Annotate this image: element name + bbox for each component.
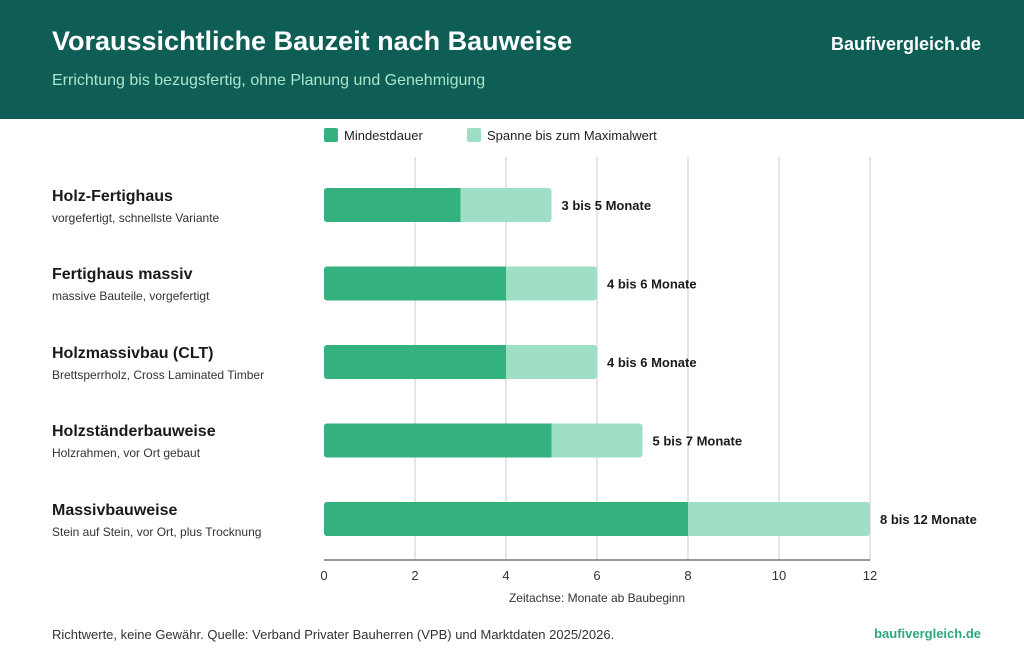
bar-min-edge [502,345,506,379]
bar-min [324,423,552,458]
category-name: Fertighaus massiv [52,266,193,283]
category-description: Stein auf Stein, vor Ort, plus Trocknung [52,525,262,539]
category-label-2: Holzmassivbau (CLT) Brettsperrholz, Cros… [52,345,264,382]
bar-min-edge [456,188,461,222]
x-tick-label: 0 [320,568,327,583]
x-tick-label: 12 [863,568,877,583]
data-label: 5 bis 7 Monate [653,434,743,449]
x-axis-title: Zeitachse: Monate ab Baubeginn [509,591,685,605]
category-label-3: Holzständerbauweise Holzrahmen, vor Ort … [52,423,216,460]
chart-subtitle: Errichtung bis bezugsfertig, ohne Planun… [52,72,486,89]
category-label-4: Massivbauweise Stein auf Stein, vor Ort,… [52,502,261,539]
bar-min-edge [502,266,506,301]
x-tick-label: 8 [684,568,691,583]
bar-min-edge [547,423,552,458]
category-name: Holzständerbauweise [52,423,216,440]
x-tick-label: 6 [593,568,600,583]
bar-min [324,345,506,379]
x-tick-label: 4 [502,568,509,583]
legend-label-range: Spanne bis zum Maximalwert [487,127,657,143]
footer-brand: baufivergleich.de [874,626,981,641]
category-name: Holz-Fertighaus [52,188,173,205]
data-label: 3 bis 5 Monate [562,198,652,213]
category-description: vorgefertigt, schnellste Variante [52,211,220,225]
category-description: Holzrahmen, vor Ort gebaut [52,446,201,460]
category-name: Massivbauweise [52,502,178,519]
source-note: Richtwerte, keine Gewähr. Quelle: Verban… [52,627,615,642]
legend-item-min: Mindestdauer [324,127,423,143]
bar-min [324,502,688,536]
x-tick-label: 2 [411,568,418,583]
chart-title: Voraussichtliche Bauzeit nach Bauweise [52,26,573,56]
bar-min [324,188,461,222]
legend-swatch-min [324,128,338,142]
category-name: Holzmassivbau (CLT) [52,345,214,362]
bar-min [324,266,506,301]
legend-label-min: Mindestdauer [344,127,423,143]
brand-logo-text: Baufivergleich.de [830,34,981,54]
header-banner: Voraussichtliche Bauzeit nach Bauweise E… [0,0,1024,119]
legend-swatch-range [467,128,481,142]
category-label-1: Fertighaus massiv massive Bauteile, vorg… [52,266,209,303]
category-description: Brettsperrholz, Cross Laminated Timber [52,368,265,382]
data-label: 4 bis 6 Monate [607,355,697,370]
category-description: massive Bauteile, vorgefertigt [52,289,210,303]
x-tick-label: 10 [772,568,786,583]
bar-min-edge [684,502,688,536]
legend-item-range: Spanne bis zum Maximalwert [467,127,657,143]
category-label-0: Holz-Fertighaus vorgefertigt, schnellste… [52,188,219,225]
data-label: 4 bis 6 Monate [607,277,697,292]
data-label: 8 bis 12 Monate [880,512,977,527]
